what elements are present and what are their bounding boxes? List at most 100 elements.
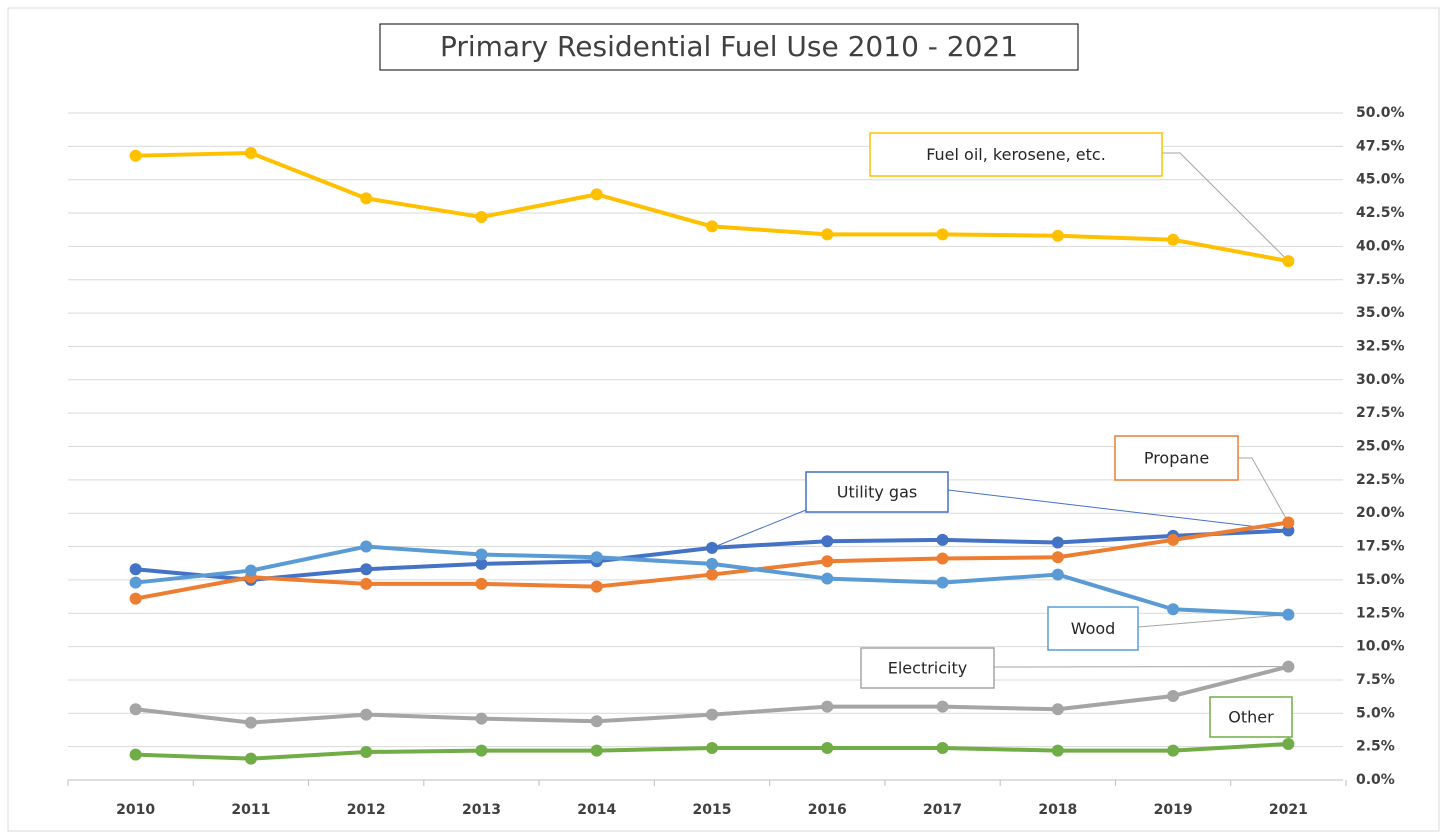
data-point <box>1167 533 1180 546</box>
chart-frame <box>7 7 1440 832</box>
y-tick-label: 0.0% <box>1356 772 1395 788</box>
series-label: Fuel oil, kerosene, etc. <box>926 145 1106 164</box>
data-point <box>129 748 142 761</box>
data-point <box>360 192 373 205</box>
y-tick-label: 47.5% <box>1356 138 1405 154</box>
data-point <box>1167 744 1180 757</box>
data-point <box>1051 551 1064 564</box>
data-point <box>244 564 257 577</box>
data-point <box>475 744 488 757</box>
data-point <box>1051 744 1064 757</box>
data-point <box>475 211 488 224</box>
data-point <box>129 576 142 589</box>
data-point <box>936 533 949 546</box>
leader-line <box>711 509 807 549</box>
data-point <box>1282 255 1295 268</box>
data-point <box>706 220 718 233</box>
data-point <box>936 228 949 241</box>
y-tick-label: 5.0% <box>1356 705 1395 721</box>
x-tick-label: 2012 <box>347 802 386 818</box>
data-point <box>360 577 373 590</box>
title-box <box>379 23 1079 71</box>
x-tick-label: 2015 <box>693 802 732 818</box>
chart-title: Primary Residential Fuel Use 2010 - 2021 <box>440 30 1018 63</box>
series-label: Wood <box>1071 619 1116 638</box>
x-tick-label: 2014 <box>577 802 616 818</box>
data-point <box>706 541 718 554</box>
data-point <box>475 548 488 561</box>
data-point <box>1167 603 1180 616</box>
data-point <box>129 703 142 716</box>
data-point <box>1051 703 1064 716</box>
data-point <box>936 741 949 754</box>
data-point <box>1282 516 1295 529</box>
y-tick-label: 32.5% <box>1356 338 1405 354</box>
data-point <box>590 188 603 201</box>
data-point <box>1167 689 1180 702</box>
annotation-box <box>1209 696 1293 738</box>
data-point <box>1282 737 1295 750</box>
data-point <box>821 535 834 548</box>
data-point <box>936 700 949 713</box>
y-tick-label: 50.0% <box>1356 105 1405 121</box>
leader-line <box>1137 614 1289 628</box>
y-tick-label: 25.0% <box>1356 439 1405 455</box>
y-tick-label: 40.0% <box>1356 238 1405 254</box>
data-point <box>360 540 373 553</box>
leader-line <box>1238 457 1289 523</box>
annotation-box <box>860 647 995 689</box>
y-tick-label: 27.5% <box>1356 405 1405 421</box>
data-point <box>129 592 142 605</box>
y-tick-label: 15.0% <box>1356 572 1405 588</box>
y-tick-label: 17.5% <box>1356 539 1405 555</box>
x-tick-label: 2019 <box>1154 802 1193 818</box>
annotation-box <box>805 471 949 513</box>
y-tick-label: 30.0% <box>1356 372 1405 388</box>
series-label: Electricity <box>888 659 967 678</box>
x-tick-label: 2021 <box>1269 802 1308 818</box>
data-point <box>590 715 603 728</box>
leader-line <box>947 489 1289 532</box>
x-tick-label: 2010 <box>116 802 155 818</box>
data-point <box>590 580 603 593</box>
y-tick-label: 45.0% <box>1356 172 1405 188</box>
data-point <box>360 563 373 576</box>
data-point <box>590 551 603 564</box>
series-label: Utility gas <box>837 483 917 502</box>
annotation-box <box>1114 435 1239 481</box>
data-point <box>1282 608 1295 621</box>
y-tick-label: 12.5% <box>1356 605 1405 621</box>
y-tick-label: 37.5% <box>1356 272 1405 288</box>
data-point <box>1051 536 1064 549</box>
data-point <box>590 744 603 757</box>
data-point <box>706 557 718 570</box>
data-point <box>821 228 834 241</box>
data-point <box>706 741 718 754</box>
y-tick-label: 35.0% <box>1356 305 1405 321</box>
x-tick-label: 2016 <box>808 802 847 818</box>
y-tick-label: 42.5% <box>1356 205 1405 221</box>
data-point <box>821 555 834 568</box>
data-point <box>706 708 718 721</box>
y-tick-label: 7.5% <box>1356 672 1395 688</box>
data-point <box>244 147 257 160</box>
data-point <box>360 745 373 758</box>
x-tick-label: 2018 <box>1038 802 1077 818</box>
data-point <box>936 576 949 589</box>
x-tick-label: 2011 <box>231 802 270 818</box>
data-point <box>475 557 488 570</box>
x-tick-label: 2017 <box>923 802 962 818</box>
x-tick-label: 2013 <box>462 802 501 818</box>
data-point <box>244 752 257 765</box>
y-tick-label: 22.5% <box>1356 472 1405 488</box>
data-point <box>129 563 142 576</box>
data-point <box>1167 233 1180 246</box>
data-point <box>706 568 718 581</box>
data-point <box>475 712 488 725</box>
data-point <box>936 552 949 565</box>
data-point <box>1051 229 1064 242</box>
data-point <box>244 716 257 729</box>
y-tick-label: 20.0% <box>1356 505 1405 521</box>
data-point <box>1282 660 1295 673</box>
